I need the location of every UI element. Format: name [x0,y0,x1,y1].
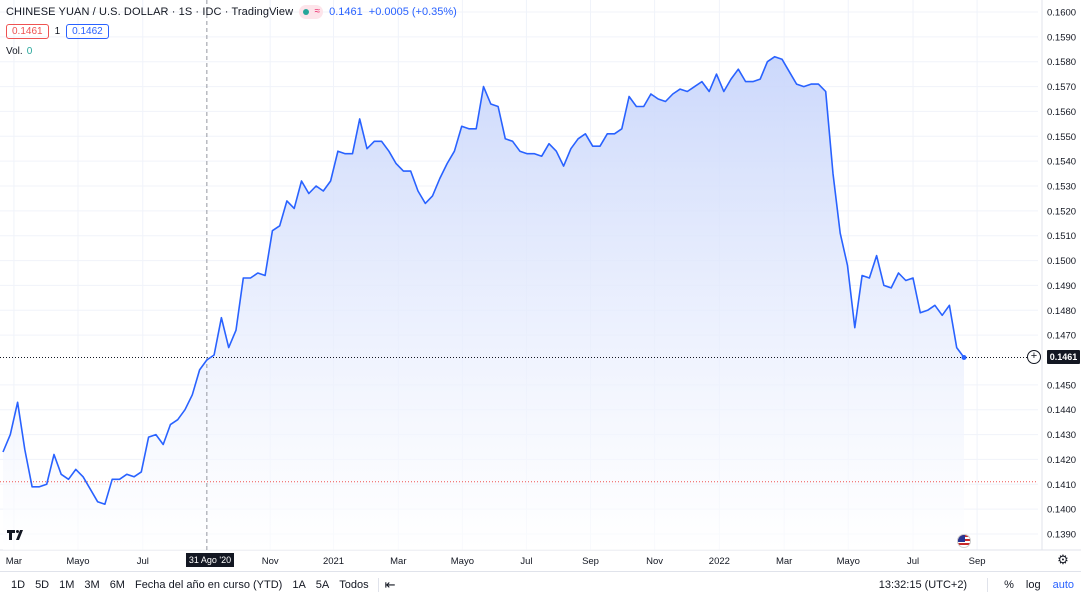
time-tick-label: Sep [969,556,986,567]
us-flag-icon[interactable] [957,534,971,548]
go-to-date-icon[interactable]: ⇤ [384,576,396,592]
price-tick-label: 0.1530 [1047,182,1076,193]
toolbar-divider [987,578,989,592]
time-tick-label: Mayo [837,556,860,567]
bottom-right-controls: 13:32:15 (UTC+2) % log auto [879,572,1074,597]
gear-icon[interactable]: ⚙ [1057,552,1069,567]
log-toggle[interactable]: log [1025,579,1041,591]
auto-toggle[interactable]: auto [1052,579,1074,591]
price-tick-label: 0.1570 [1047,82,1076,93]
price-change: +0.0005 (+0.35%) [368,6,457,18]
symbol-legend: CHINESE YUAN / U.S. DOLLAR · 1S · IDC · … [6,5,457,19]
price-tick-label: 0.1490 [1047,281,1076,292]
time-tick-label: Nov [262,556,279,567]
price-tick-label: 0.1560 [1047,107,1076,118]
time-tick-label: Mayo [451,556,474,567]
price-tick-label: 0.1480 [1047,306,1076,317]
time-tick-label: Mar [6,556,22,567]
range-all-button[interactable]: Todos [339,578,369,591]
time-tick-label: Nov [646,556,663,567]
price-tick-label: 0.1400 [1047,505,1076,516]
price-tick-label: 0.1390 [1047,530,1076,541]
price-tick-label: 0.1440 [1047,405,1076,416]
area-fill [3,56,964,550]
time-tick-label: Jul [137,556,149,567]
time-axis[interactable]: Mar Mayo Jul Nov 2021 Mar Mayo Jul Sep Nov 2022 Mar… [6,556,986,567]
range-3m-button[interactable]: 3M [84,578,100,591]
last-price-tag: 0.1461 [1047,350,1080,364]
price-tick-label: 0.1410 [1047,480,1076,491]
time-tick-label: 2021 [323,556,344,567]
volume-value: 0 [26,46,33,57]
price-axis[interactable]: 0.1600 0.1590 0.1580 0.1570 0.1560 0.1550 0.15… [1047,8,1076,541]
toolbar-divider [377,577,379,592]
percent-toggle[interactable]: % [1004,579,1014,591]
range-1d-button[interactable]: 1D [11,578,26,591]
range-ytd-button[interactable]: Fecha del año en curso (YTD) [134,578,283,591]
time-tick-label: Mayo [66,556,89,567]
spread-value: 1 [54,26,61,37]
price-tick-label: 0.1470 [1047,331,1076,342]
price-tick-label: 0.1580 [1047,57,1076,68]
volume-label: Vol. [6,46,23,57]
price-tick-label: 0.1500 [1047,256,1076,267]
price-tick-label: 0.1590 [1047,32,1076,43]
price-tick-label: 0.1600 [1047,8,1076,19]
tradingview-logo-icon[interactable] [5,525,27,545]
time-tick-label: Mar [776,556,792,567]
time-tick-label: Jul [907,556,919,567]
bottom-toolbar: 1D 5D 1M 3M 6M Fecha del año en curso (Y… [0,571,1081,597]
volume-legend: Vol. 0 [6,46,32,57]
last-price-marker [961,355,967,361]
bid-ask-row: 0.1461 1 0.1462 [6,24,109,39]
time-tick-label: Sep [582,556,599,567]
price-tick-label: 0.1540 [1047,157,1076,168]
range-6m-button[interactable]: 6M [109,578,125,591]
range-1m-button[interactable]: 1M [59,578,75,591]
price-tick-label: 0.1430 [1047,430,1076,441]
price-tick-label: 0.1420 [1047,455,1076,466]
price-tick-label: 0.1510 [1047,231,1076,242]
range-5y-button[interactable]: 5A [315,578,330,591]
time-tick-label: Mar [390,556,406,567]
clock[interactable]: 13:32:15 (UTC+2) [878,579,968,591]
ask-price-button[interactable]: 0.1462 [66,24,109,39]
time-tick-label: 2022 [709,556,730,567]
add-alert-icon[interactable]: + [1027,350,1041,364]
price-series-line[interactable] [2,55,965,505]
bid-price-button[interactable]: 0.1461 [6,24,49,39]
price-tick-label: 0.1520 [1047,206,1076,217]
last-price: 0.1461 [329,6,363,18]
crosshair-date-tag: 31 Ago '20 [186,553,234,567]
market-status-icon[interactable]: ≈ [299,5,324,19]
price-chart[interactable]: 0.1600 0.1590 0.1580 0.1570 0.1560 0.1550 0.15… [0,0,1081,571]
price-tick-label: 0.1450 [1047,380,1076,391]
price-tick-label: 0.1550 [1047,132,1076,143]
time-tick-label: Jul [520,556,532,567]
range-1y-button[interactable]: 1A [292,578,306,591]
symbol-title[interactable]: CHINESE YUAN / U.S. DOLLAR · 1S · IDC · … [6,6,294,18]
range-5d-button[interactable]: 5D [35,578,50,591]
